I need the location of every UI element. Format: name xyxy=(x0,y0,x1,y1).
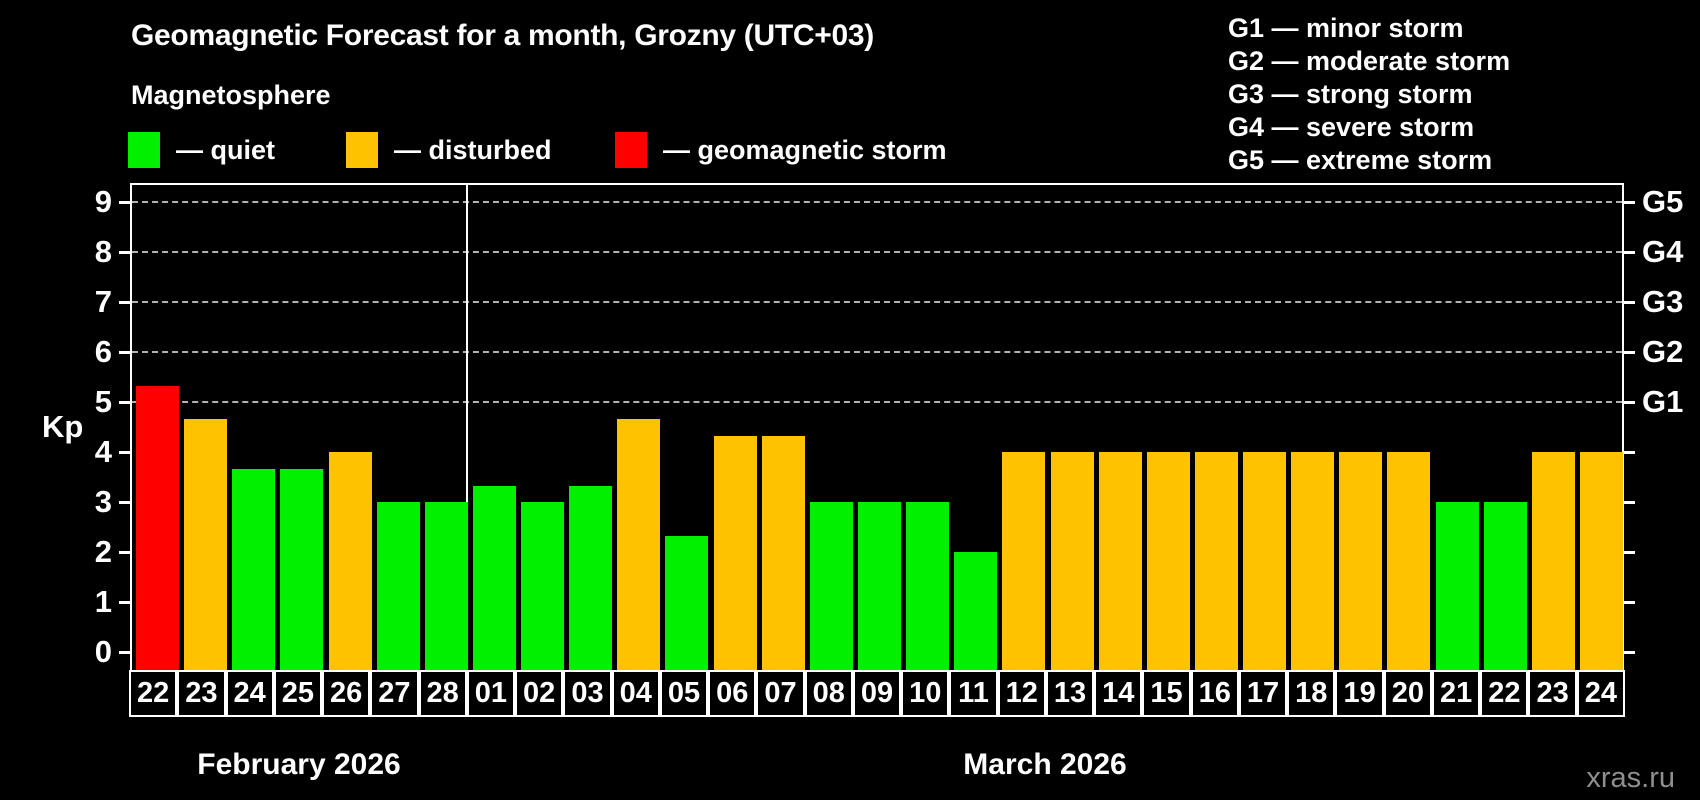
date-cell-04: 04 xyxy=(611,670,660,717)
y-tick-label: 9 xyxy=(94,184,112,219)
g-axis-label-g5: G5 xyxy=(1642,184,1684,219)
date-cell-26: 26 xyxy=(322,670,371,717)
y-tick-left xyxy=(119,601,130,604)
g2-legend-line: G2 — moderate storm xyxy=(1228,46,1511,76)
watermark: xras.ru xyxy=(1586,762,1675,794)
date-cell-27: 27 xyxy=(370,670,419,717)
y-tick-label: 2 xyxy=(94,534,112,569)
date-cell-25: 25 xyxy=(273,670,323,717)
y-tick-right xyxy=(1624,401,1635,404)
date-axis: 22 23 24 25 26 27 28 01 02 03 04 05 06 07 08 09 10 11 12 13… xyxy=(129,670,1625,717)
y-tick-right xyxy=(1624,451,1635,454)
storm-color-swatch xyxy=(615,132,647,168)
date-cell-15: 15 xyxy=(1142,670,1191,717)
g3-legend-line: G3 — strong storm xyxy=(1228,79,1473,109)
y-tick-left xyxy=(119,451,130,454)
y-tick-right xyxy=(1624,251,1635,254)
y-tick-left xyxy=(119,651,130,654)
plot-area xyxy=(130,183,1624,672)
g-axis-label-g2: G2 xyxy=(1642,334,1684,369)
date-cell-24: 24 xyxy=(225,670,274,717)
y-tick-left xyxy=(119,401,130,404)
y-tick-right xyxy=(1624,601,1635,604)
legend-label-storm: — geomagnetic storm xyxy=(663,134,947,165)
date-cell-20: 20 xyxy=(1383,670,1432,717)
y-tick-label: 3 xyxy=(94,484,112,519)
date-cell-05: 05 xyxy=(659,670,709,717)
legend-item-disturbed: — disturbed xyxy=(346,131,552,169)
y-tick-right xyxy=(1624,651,1635,654)
date-cell-07: 07 xyxy=(756,670,805,717)
y-tick-label: 1 xyxy=(94,584,112,619)
date-cell-06: 06 xyxy=(708,670,757,717)
quiet-color-swatch xyxy=(128,132,160,168)
y-tick-left xyxy=(119,551,130,554)
y-tick-label: 0 xyxy=(94,634,112,669)
date-cell-02: 02 xyxy=(515,670,564,717)
date-cell-21: 21 xyxy=(1431,670,1481,717)
date-cell-19: 19 xyxy=(1335,670,1384,717)
g4-legend-line: G4 — severe storm xyxy=(1228,112,1475,142)
date-cell-13: 13 xyxy=(1045,670,1095,717)
g5-legend-line: G5 — extreme storm xyxy=(1228,145,1493,175)
g-axis-label-g1: G1 xyxy=(1642,384,1684,419)
y-tick-left xyxy=(119,301,130,304)
date-cell-23: 23 xyxy=(177,670,226,717)
y-tick-left xyxy=(119,251,130,254)
month-label-february: February 2026 xyxy=(197,748,401,781)
y-tick-right xyxy=(1624,551,1635,554)
date-cell-23: 23 xyxy=(1528,670,1577,717)
chart-title: Geomagnetic Forecast for a month, Grozny… xyxy=(131,19,874,52)
legend-item-storm: — geomagnetic storm xyxy=(615,131,947,169)
date-cell-14: 14 xyxy=(1094,670,1143,717)
y-tick-label: 6 xyxy=(94,334,112,369)
y-tick-left xyxy=(119,201,130,204)
date-cell-22: 22 xyxy=(1480,670,1529,717)
g-axis-label-g4: G4 xyxy=(1642,234,1684,269)
date-cell-09: 09 xyxy=(852,670,902,717)
date-cell-01: 01 xyxy=(466,670,516,717)
g-scale-legend: G1 — minor storm G2 — moderate storm G3 … xyxy=(1228,12,1510,177)
date-cell-11: 11 xyxy=(949,670,998,717)
date-cell-16: 16 xyxy=(1190,670,1239,717)
date-cell-12: 12 xyxy=(997,670,1046,717)
date-cell-08: 08 xyxy=(804,670,853,717)
magnetosphere-label: Magnetosphere xyxy=(131,80,331,110)
legend-item-quiet: — quiet xyxy=(128,131,275,169)
month-label-march: March 2026 xyxy=(963,748,1127,781)
g1-legend-line: G1 — minor storm xyxy=(1228,13,1464,43)
legend-label-quiet: — quiet xyxy=(176,134,275,165)
y-tick-label: 8 xyxy=(94,234,112,269)
date-cell-28: 28 xyxy=(418,670,467,717)
date-cell-18: 18 xyxy=(1287,670,1336,717)
y-tick-right xyxy=(1624,301,1635,304)
date-cell-24: 24 xyxy=(1576,670,1625,717)
kp-axis-label: Kp xyxy=(42,409,84,444)
date-cell-10: 10 xyxy=(901,670,950,717)
y-tick-left xyxy=(119,351,130,354)
y-tick-right xyxy=(1624,351,1635,354)
date-cell-17: 17 xyxy=(1238,670,1288,717)
y-tick-label: 7 xyxy=(94,284,112,319)
y-tick-left xyxy=(119,501,130,504)
legend-label-disturbed: — disturbed xyxy=(394,134,552,165)
y-tick-right xyxy=(1624,201,1635,204)
disturbed-color-swatch xyxy=(346,132,378,168)
date-cell-03: 03 xyxy=(563,670,612,717)
g-axis-label-g3: G3 xyxy=(1642,284,1684,319)
date-cell-22: 22 xyxy=(129,670,178,717)
y-tick-right xyxy=(1624,501,1635,504)
